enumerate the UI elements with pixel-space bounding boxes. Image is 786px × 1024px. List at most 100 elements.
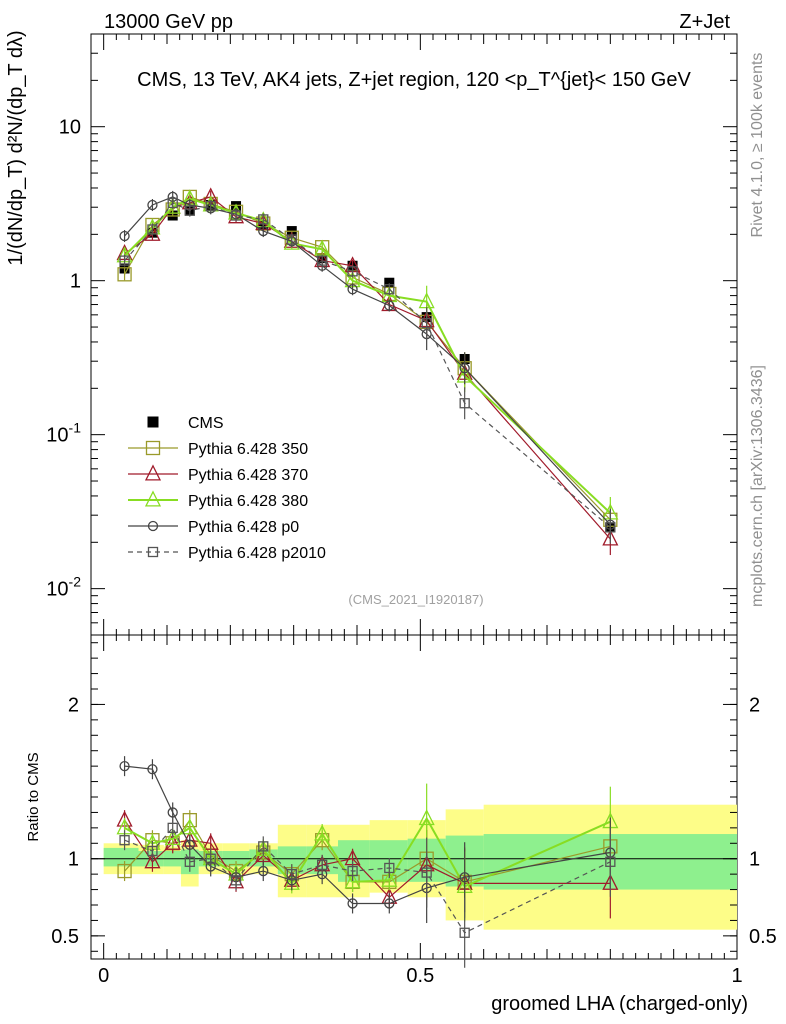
main-data-point (164, 197, 181, 214)
main-data-point (119, 230, 130, 242)
chart-title: CMS, 13 TeV, AK4 jets, Z+jet region, 120… (137, 69, 691, 91)
legend-marker (144, 464, 162, 481)
ratio-data-point (317, 859, 328, 871)
ratio-data-point (605, 856, 616, 867)
main-data-point (119, 255, 130, 266)
main-data-point (459, 398, 470, 409)
ratio-data-point (164, 829, 181, 846)
ratio-data-point (147, 764, 158, 775)
legend-label: CMS (188, 415, 224, 432)
ratio-data-point (347, 898, 358, 909)
ratio-data-point (230, 875, 242, 886)
header-right: Z+Jet (679, 11, 730, 33)
main-data-point (347, 266, 358, 277)
main-data-point (230, 210, 242, 221)
ratio-y-tick-label: 0.5 (51, 926, 79, 948)
main-data-point (117, 267, 132, 282)
main-series-pythia-6-428-p0 (119, 190, 616, 541)
rivet-label: Rivet 4.1.0, ≥ 100k events (749, 53, 766, 238)
analysis-watermark: (CMS_2021_I1920187) (348, 592, 483, 607)
ratio-y-tick-label-right: 0.5 (749, 926, 777, 948)
ratio-series-line (124, 765, 611, 905)
ratio-data-point (459, 927, 470, 938)
ratio-series-line (124, 826, 611, 934)
series-group (116, 187, 619, 968)
ratio-data-point (167, 807, 178, 818)
ratio-data-point (205, 853, 216, 864)
ratio-data-point (258, 865, 269, 877)
legend-label: Pythia 6.428 350 (188, 441, 308, 458)
ratio-data-point (418, 809, 435, 826)
legend-marker (147, 520, 159, 532)
ratio-y-axis-label: Ratio to CMS (25, 752, 42, 841)
x-tick-label: 1 (731, 965, 742, 987)
ratio-data-point (347, 865, 358, 877)
main-data-point (167, 197, 178, 209)
x-axis-label: groomed LHA (charged-only) (491, 993, 748, 1015)
ratio-data-point (184, 839, 195, 850)
ratio-data-point (164, 833, 181, 850)
main-data-point (421, 317, 432, 329)
main-y-tick-label: 1 (70, 271, 81, 293)
legend-marker (147, 546, 159, 558)
main-data-point (258, 225, 269, 237)
ratio-data-point (117, 863, 132, 879)
ratio-data-point (384, 862, 395, 874)
legend-label: Pythia 6.428 p2010 (188, 545, 326, 562)
ratio-data-point (181, 818, 198, 835)
axes: 10-2 10-1 1 10 0.5 0.5 1 1 2 2 0 0.5 1 (46, 33, 777, 987)
main-data-point (602, 529, 619, 546)
main-data-point (384, 300, 395, 311)
main-data-point (347, 284, 358, 295)
ratio-data-point (421, 867, 432, 878)
ratio-data-point (344, 872, 361, 889)
x-tick-label: 0 (98, 965, 109, 987)
legend-label: Pythia 6.428 p0 (188, 519, 299, 536)
ratio-data-point (144, 852, 161, 869)
legend-marker (145, 440, 161, 456)
ratio-data-point (314, 824, 331, 841)
ratio-data-point (147, 845, 158, 857)
band-inner-bin (103, 847, 139, 867)
main-data-point (605, 522, 616, 533)
x-tick-label: 0.5 (406, 965, 434, 987)
ratio-y-tick-label: 2 (68, 694, 79, 716)
header-left: 13000 GeV pp (104, 11, 233, 33)
legend-marker (144, 490, 162, 507)
ratio-data-point (119, 835, 130, 846)
main-series-pythia-6-428-p2010 (119, 196, 616, 544)
main-data-point (147, 199, 158, 211)
main-data-point (459, 363, 470, 374)
ratio-y-tick-label: 1 (68, 849, 79, 871)
ratio-data-point (119, 760, 130, 772)
main-data-point (384, 284, 395, 295)
main-data-point (258, 214, 269, 225)
ratio-data-point (384, 898, 395, 909)
ratio-data-point (381, 870, 398, 887)
ratio-y-tick-label-right: 2 (749, 694, 760, 716)
main-data-point (205, 200, 216, 212)
main-data-point (384, 277, 395, 288)
main-y-axis-label: 1/(dN/dp_T) d²N/(dp_T dλ) (5, 30, 27, 265)
mcplots-label: mcplots.cern.ch [arXiv:1306.3436] (749, 365, 766, 607)
ratio-data-point (184, 856, 195, 867)
legend: CMS Pythia 6.428 350 Pythia 6.428 370 Pythi… (128, 415, 326, 562)
legend-label: Pythia 6.428 380 (188, 493, 308, 510)
ratio-data-point (167, 822, 178, 834)
main-data-point (286, 234, 297, 245)
legend-marker (147, 416, 159, 428)
ratio-series-pythia-6-428-p2010 (119, 817, 616, 968)
ratio-data-point (286, 868, 297, 880)
main-data-point (184, 205, 195, 216)
legend-label: Pythia 6.428 370 (188, 467, 308, 484)
main-data-point (317, 255, 328, 266)
main-y-tick-label: 10-2 (46, 574, 81, 601)
ratio-y-tick-label-right: 1 (749, 849, 760, 871)
main-series-line (124, 196, 611, 540)
ratio-data-point (459, 872, 470, 883)
main-data-point (147, 224, 158, 235)
main-y-tick-label: 10-1 (46, 420, 81, 447)
ratio-data-point (258, 841, 269, 852)
main-y-tick-label: 10 (59, 117, 81, 139)
